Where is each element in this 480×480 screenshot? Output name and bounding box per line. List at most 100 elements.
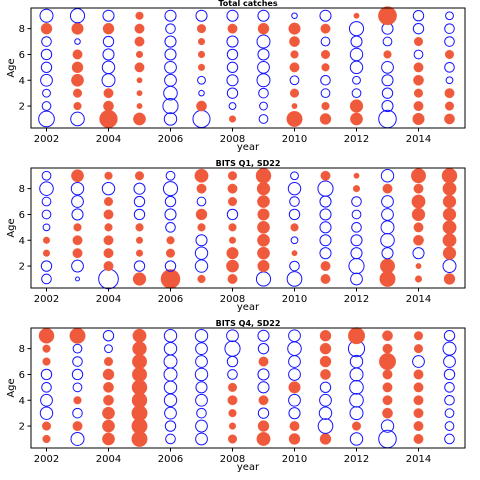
bubble-2014-age-4: [413, 74, 424, 86]
bubble-2015-age-6: [442, 207, 457, 222]
bubble-2003-age-4: [71, 73, 84, 87]
bubble-2012-age-8: [352, 185, 361, 193]
bubble-2002-age-1: [41, 273, 52, 285]
bubble-2009-age-2: [257, 260, 270, 273]
bubble-2009-age-3: [257, 246, 270, 260]
bubble-2008-age-5: [227, 382, 238, 392]
bubble-2007-age-7: [195, 355, 208, 368]
bubble-2009-age-8: [257, 342, 270, 355]
bubble-2011-age-1: [320, 274, 331, 284]
bubble-2004-age-1: [99, 109, 118, 129]
bubble-2006-age-7: [164, 195, 177, 208]
bubble-2007-age-4: [195, 393, 208, 407]
bubble-2009-age-2: [259, 101, 268, 111]
bubble-2006-age-4: [164, 73, 177, 87]
bubble-2007-age-6: [197, 50, 206, 58]
bubble-2003-age-7: [74, 38, 81, 45]
bubble-2008-age-1: [227, 274, 238, 284]
bubble-2010-age-9: [288, 329, 301, 343]
bubble-2006-age-3: [165, 248, 176, 258]
y-axis-label: Age: [6, 378, 17, 397]
x-tick-label: 2008: [220, 134, 245, 145]
bubble-2007-age-9: [195, 9, 208, 22]
bubble-2013-age-8: [382, 183, 393, 194]
bubble-2004-age-8: [104, 344, 113, 354]
bubble-2005-age-5: [131, 379, 148, 396]
bubble-2008-age-8: [224, 340, 241, 357]
bubble-2002-age-6: [41, 209, 52, 220]
bubble-2015-age-4: [444, 394, 455, 406]
bubble-2008-age-9: [227, 171, 238, 181]
chart-title: Total catches: [218, 0, 277, 8]
bubble-2002-age-5: [40, 61, 53, 74]
bubble-2011-age-7: [320, 36, 331, 47]
bubble-2009-age-5: [257, 381, 270, 394]
bubble-2014-age-2: [413, 421, 424, 432]
bubble-2005-age-9: [134, 171, 145, 181]
bubble-2015-age-8: [442, 181, 457, 196]
y-tick-label: 4: [19, 396, 25, 407]
bubble-2014-age-3: [412, 247, 425, 260]
bubble-2006-age-3: [164, 406, 177, 420]
bubble-2015-age-2: [442, 259, 457, 274]
bubble-2008-age-5: [226, 61, 239, 74]
bubble-2006-age-9: [163, 329, 178, 343]
bubble-2013-age-5: [380, 220, 395, 235]
bubble-2008-age-6: [226, 208, 239, 221]
bubble-2006-age-4: [166, 236, 175, 245]
bubble-2004-age-2: [103, 261, 114, 272]
bubble-2010-age-7: [288, 355, 301, 368]
bubble-2002-age-9: [41, 170, 52, 181]
bubble-2008-age-9: [226, 329, 239, 343]
bubble-2011-age-1: [319, 433, 332, 445]
bubble-2007-age-1: [195, 432, 208, 446]
bubble-2009-age-1: [256, 432, 271, 446]
bubble-2015-age-4: [445, 76, 454, 85]
bubble-2010-age-5: [288, 381, 301, 394]
bubble-2012-age-6: [349, 47, 364, 62]
bubble-2011-age-3: [320, 88, 331, 99]
bubble-2011-age-6: [320, 369, 331, 380]
bubble-2013-age-2: [380, 258, 395, 274]
bubble-2015-age-8: [442, 341, 457, 356]
y-tick-label: 4: [19, 76, 25, 87]
x-tick-label: 2004: [96, 294, 121, 305]
bubble-2005-age-7: [132, 354, 147, 370]
bubble-2003-age-4: [72, 235, 83, 246]
bubble-2003-age-2: [72, 421, 83, 432]
bubble-2003-age-2: [73, 101, 82, 111]
bubble-2013-age-4: [381, 74, 394, 87]
bubble-2005-age-2: [133, 260, 146, 272]
bubble-2006-age-2: [164, 260, 177, 272]
x-tick-label: 2006: [158, 294, 183, 305]
bubble-2003-age-9: [69, 327, 86, 344]
bubble-2002-age-8: [42, 344, 51, 353]
x-tick-label: 2008: [220, 294, 245, 305]
bubble-2012-age-5: [351, 222, 362, 233]
bubble-2008-age-4: [228, 236, 237, 244]
bubble-2013-age-5: [382, 382, 393, 393]
bubble-2013-age-8: [382, 343, 393, 354]
bubble-2013-age-9: [382, 330, 393, 342]
bubble-2012-age-4: [349, 392, 364, 408]
bubble-2008-age-7: [226, 35, 239, 48]
x-tick-label: 2004: [96, 134, 121, 145]
bubble-2012-age-3: [351, 88, 362, 99]
bubble-2008-age-5: [228, 223, 237, 232]
x-tick-label: 2014: [406, 134, 431, 145]
bubble-2015-age-7: [442, 194, 457, 209]
bubble-2010-age-4: [290, 236, 299, 245]
x-tick-label: 2008: [220, 454, 245, 465]
bubble-2007-age-9: [194, 329, 209, 343]
bubble-2010-age-3: [288, 407, 301, 420]
bubble-2003-age-3: [72, 88, 83, 98]
bubble-2003-age-9: [71, 169, 84, 183]
bubble-2010-age-6: [288, 208, 301, 221]
bubble-2002-age-8: [39, 181, 54, 196]
bubble-2013-age-9: [378, 6, 397, 26]
bubble-2008-age-8: [227, 23, 238, 34]
bubble-2004-age-7: [103, 357, 114, 367]
bubble-2015-age-2: [444, 101, 455, 111]
bubble-2012-age-5: [349, 60, 364, 75]
bubble-2015-age-9: [443, 330, 456, 342]
